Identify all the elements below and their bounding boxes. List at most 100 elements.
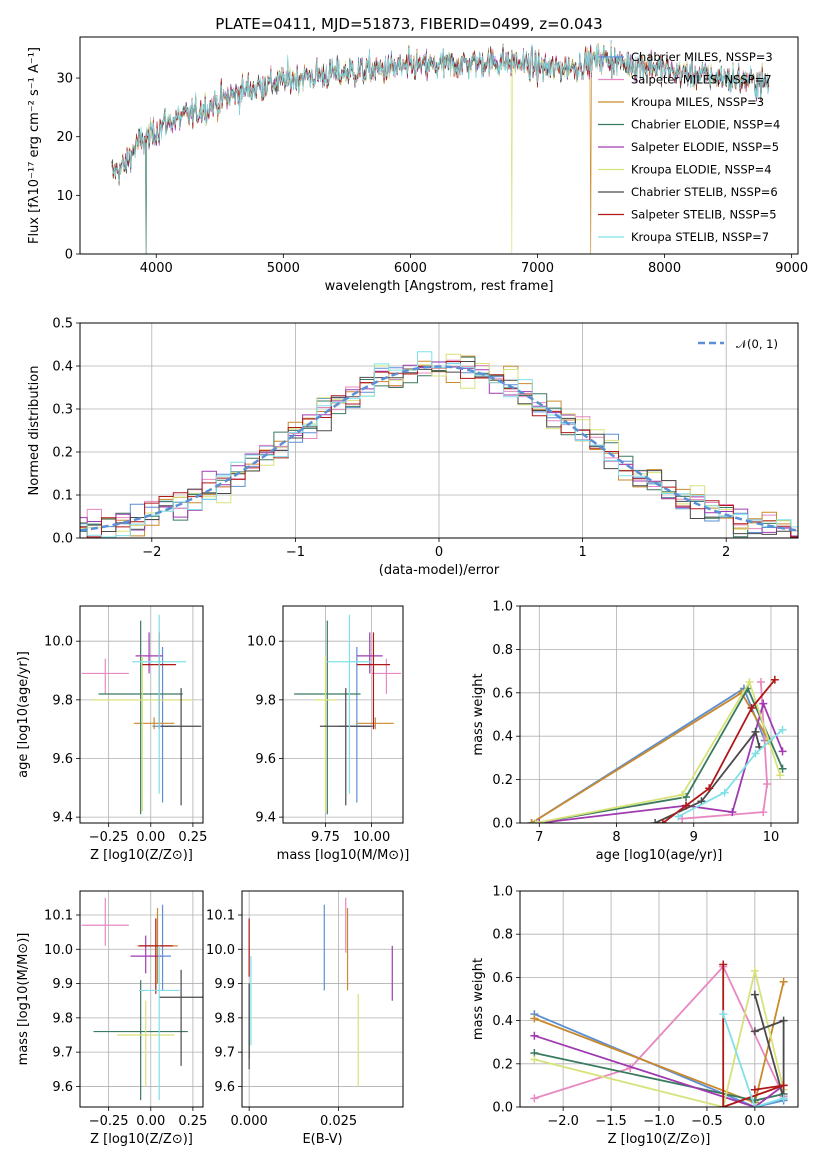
x-tick-label: 7 [535, 830, 543, 845]
errorbar-point [160, 688, 202, 806]
y-tick-label: 10.0 [44, 635, 73, 650]
weight-marker [759, 699, 768, 708]
x-tick-label: −2.0 [547, 1114, 579, 1129]
x-tick-label: 1 [578, 545, 586, 560]
y-tick-label: 0.1 [52, 489, 73, 504]
legend-label: Salpeter MILES, NSSP=7 [631, 73, 772, 87]
y-tick-label: 0.8 [492, 643, 513, 658]
weight-marker [720, 788, 729, 797]
errorbar-point [356, 717, 394, 730]
weight-line [677, 729, 784, 818]
weight-marker [779, 1081, 788, 1090]
weight-vs-age-plot-area [527, 675, 787, 823]
errorbar-point [98, 620, 183, 815]
errorbar-point [138, 918, 173, 994]
weight-marker [530, 1014, 539, 1023]
y-tick-label: 9.6 [52, 752, 73, 767]
y-tick-label: 0.2 [492, 773, 513, 788]
weight-marker [530, 1094, 539, 1103]
x-tick-label: 2 [722, 545, 730, 560]
errorbar-point [93, 980, 188, 1101]
y-tick-label: 9.4 [52, 811, 73, 826]
y-tick-label: 9.8 [52, 693, 73, 708]
weight-marker [756, 677, 765, 686]
weight-marker [778, 747, 787, 756]
spectrum-plot-area [111, 40, 770, 254]
x-tick-label: 0.0 [745, 1114, 766, 1129]
age-vs-mass-axes [283, 606, 403, 823]
weight-marker [530, 1031, 539, 1040]
weight-marker [776, 771, 785, 780]
histogram-step [80, 361, 798, 538]
x-tick-label: 8000 [648, 261, 681, 276]
weight-marker [678, 790, 687, 799]
weight-line [534, 1034, 785, 1107]
weight-line [722, 1013, 784, 1107]
legend-label: Kroupa ELODIE, NSSP=4 [631, 163, 772, 177]
legend-label: Chabrier MILES, NSSP=3 [631, 50, 773, 64]
y-tick-label: 1.0 [492, 885, 513, 900]
weight-marker [751, 727, 760, 736]
x-tick-label: −1 [286, 545, 305, 560]
y-tick-label: 0.3 [52, 403, 73, 418]
legend-label: Kroupa STELIB, NSSP=7 [631, 230, 769, 244]
residuals-plot-area [80, 351, 798, 538]
x-axis-label: mass [log10(M/M⊙)] [277, 848, 410, 863]
x-tick-label: 0.000 [231, 1114, 268, 1129]
weight-marker [745, 677, 754, 686]
weight-marker [778, 764, 787, 773]
errorbar-point [117, 1000, 175, 1087]
y-tick-label: 10.0 [44, 943, 73, 958]
weight-line [535, 686, 784, 823]
mass-vs-Z-axes [80, 891, 203, 1107]
x-axis-label: (data-model)/error [379, 563, 500, 578]
errorbar-point [356, 632, 391, 730]
y-tick-label: 0.2 [492, 1057, 513, 1072]
errorbar-point [154, 904, 171, 991]
y-tick-label: 30 [56, 72, 73, 87]
y-axis-label: age [log10(age/yr)] [16, 651, 31, 778]
errorbar-point [133, 717, 175, 730]
weight-marker [750, 1027, 759, 1036]
weight-marker [535, 819, 544, 823]
y-tick-label: 0.0 [492, 1101, 513, 1116]
y-tick-label: 10.1 [206, 909, 235, 924]
weight-marker [705, 784, 714, 793]
weight-marker [750, 966, 759, 975]
y-axis-label: mass [log10(M/M⊙)] [16, 933, 31, 1066]
age-vs-Z-axes [80, 606, 203, 823]
y-tick-label: 10.0 [206, 943, 235, 958]
x-axis-label: Z [log10(Z/Z⊙)] [90, 848, 193, 863]
x-tick-label: 6000 [394, 261, 427, 276]
x-tick-label: 5000 [267, 261, 300, 276]
x-axis-label: wavelength [Angstrom, rest frame] [325, 279, 554, 294]
weight-marker [651, 819, 660, 823]
x-tick-label: 10.00 [353, 830, 390, 845]
spectrum-line [111, 44, 770, 182]
x-tick-label: −2 [142, 545, 161, 560]
weight-marker [747, 703, 756, 712]
y-tick-label: 9.9 [52, 977, 73, 992]
y-tick-label: 0.6 [492, 971, 513, 986]
weight-marker [778, 725, 787, 734]
weight-vs-age-axes [520, 605, 798, 824]
weight-marker [770, 675, 779, 684]
weight-marker [750, 990, 759, 999]
weight-marker [728, 808, 737, 817]
errorbar-point [81, 897, 129, 946]
age-vs-mass-frame [282, 605, 404, 824]
normal-reference-curve [80, 365, 798, 532]
y-tick-label: 10 [56, 189, 73, 204]
y-tick-label: 0.0 [492, 817, 513, 832]
y-axis-label: Flux [fλ10⁻¹⁷ erg cm⁻² s⁻¹ A⁻¹] [27, 47, 42, 244]
y-tick-label: 9.4 [255, 811, 276, 826]
weight-marker [779, 1016, 788, 1025]
y-tick-label: 0.6 [492, 686, 513, 701]
y-tick-label: 10.1 [44, 909, 73, 924]
x-tick-label: 4000 [140, 261, 173, 276]
errorbar-point [132, 614, 187, 794]
y-axis-label: mass weight [471, 673, 486, 755]
y-tick-label: 0 [65, 248, 73, 263]
weight-marker [779, 977, 788, 986]
